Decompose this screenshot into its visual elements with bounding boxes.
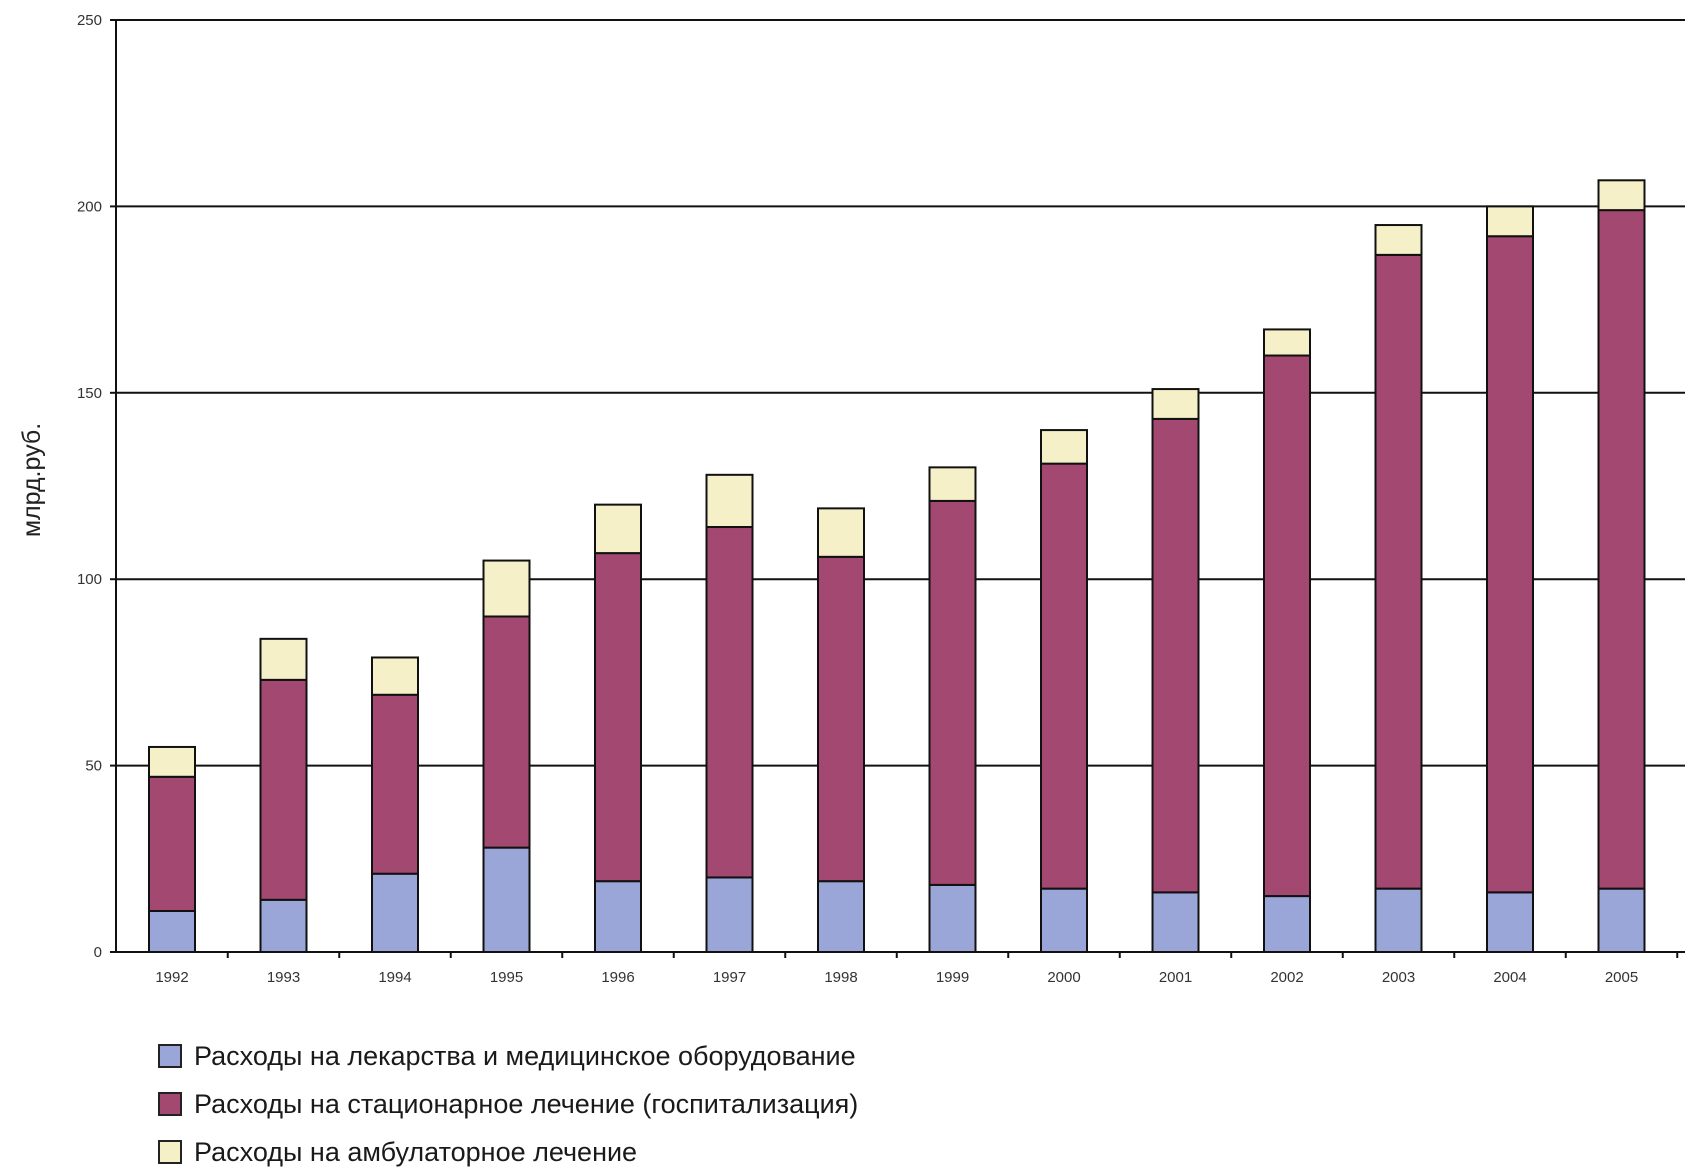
x-tick-label-1998: 1998: [824, 969, 857, 986]
bar-1992-series-1: [148, 775, 196, 912]
y-tick-label-0: 0: [94, 944, 102, 961]
bar-1994-series-2: [371, 656, 419, 696]
legend-label-inpatient: Расходы на стационарное лечение (госпита…: [194, 1088, 859, 1119]
bar-2001-series-1: [1151, 417, 1200, 894]
bar-1997-series-0: [705, 876, 754, 953]
bar-2001-series-2: [1151, 388, 1200, 420]
legend-label-medicine: Расходы на лекарства и медицинское обору…: [194, 1040, 856, 1071]
bar-1995-series-2: [482, 559, 531, 618]
bar-1998-series-2: [817, 507, 865, 558]
bar-1994-series-0: [371, 872, 419, 953]
x-tick-label-2000: 2000: [1047, 969, 1080, 986]
bar-1997-series-1: [705, 526, 754, 879]
bar-2003-series-0: [1374, 887, 1423, 954]
bar-1996-series-1: [594, 552, 642, 883]
bar-1999-series-2: [928, 466, 977, 502]
gridlines: [110, 19, 1685, 953]
y-tick-label-150: 150: [77, 385, 102, 402]
bar-1992-series-2: [148, 745, 196, 778]
bar-1996-series-0: [594, 880, 642, 954]
x-tick-labels: 1992 1993 1994 1995 1996 1997 1998 1999 2000 2001…: [155, 969, 1638, 986]
legend-item-outpatient: Расходы на амбулаторное лечение: [158, 1128, 1058, 1176]
bar-2004-series-2: [1486, 205, 1534, 238]
y-tick-label-200: 200: [77, 198, 102, 215]
bar-1993-series-2: [259, 637, 308, 681]
x-tick-label-1995: 1995: [490, 969, 523, 986]
bar-1999-series-1: [928, 499, 977, 886]
bar-2003-series-1: [1374, 253, 1423, 890]
bar-2000-series-0: [1040, 887, 1088, 954]
bar-2001-series-0: [1151, 891, 1200, 953]
bar-2000-series-1: [1040, 462, 1088, 890]
bar-1993-series-0: [259, 898, 308, 953]
bar-1996-series-2: [594, 503, 642, 555]
legend-item-inpatient: Расходы на стационарное лечение (госпита…: [158, 1080, 1058, 1128]
bar-2003-series-2: [1374, 224, 1423, 256]
x-tick-label-1993: 1993: [267, 969, 300, 986]
bar-1995-series-0: [482, 846, 531, 954]
x-tick-label-1992: 1992: [155, 969, 188, 986]
x-tick-label-1996: 1996: [601, 969, 634, 986]
bar-1993-series-1: [259, 678, 308, 901]
x-tick-label-1999: 1999: [936, 969, 969, 986]
legend-label-outpatient: Расходы на амбулаторное лечение: [194, 1136, 638, 1167]
bar-1995-series-1: [482, 615, 531, 849]
legend-swatch-inpatient: [158, 1092, 182, 1116]
x-tick-label-1994: 1994: [378, 969, 411, 986]
bar-2005-series-1: [1597, 209, 1646, 890]
bar-2004-series-1: [1486, 235, 1534, 894]
axes: [115, 20, 1685, 958]
bar-2002-series-1: [1263, 354, 1311, 898]
y-tick-label-100: 100: [77, 571, 102, 588]
bar-1997-series-2: [705, 473, 754, 529]
bar-1992-series-0: [148, 909, 196, 954]
x-tick-label-2002: 2002: [1270, 969, 1303, 986]
legend: Расходы на лекарства и медицинское обору…: [158, 1032, 1058, 1176]
bar-1998-series-1: [817, 555, 865, 883]
legend-swatch-outpatient: [158, 1140, 182, 1164]
x-tick-label-2001: 2001: [1159, 969, 1192, 986]
bar-1994-series-1: [371, 693, 419, 875]
bar-2005-series-2: [1597, 179, 1646, 212]
x-tick-label-1997: 1997: [713, 969, 746, 986]
x-tick-label-2005: 2005: [1605, 969, 1638, 986]
bar-2005-series-0: [1597, 887, 1646, 954]
bar-1999-series-0: [928, 883, 977, 953]
bars: [148, 179, 1646, 954]
legend-swatch-medicine: [158, 1044, 182, 1068]
x-tick-label-2003: 2003: [1382, 969, 1415, 986]
x-tick-label-2004: 2004: [1493, 969, 1526, 986]
y-tick-label-250: 250: [77, 12, 102, 29]
bar-2000-series-2: [1040, 429, 1088, 465]
bar-2002-series-2: [1263, 328, 1311, 357]
y-tick-labels: 0 50 100 150 200 250: [77, 12, 102, 961]
legend-item-medicine: Расходы на лекарства и медицинское обору…: [158, 1032, 1058, 1080]
bar-2004-series-0: [1486, 891, 1534, 953]
bar-2002-series-0: [1263, 895, 1311, 954]
bar-1998-series-0: [817, 880, 865, 954]
y-axis-label: млрд.руб.: [18, 423, 46, 537]
y-tick-label-50: 50: [85, 758, 102, 775]
